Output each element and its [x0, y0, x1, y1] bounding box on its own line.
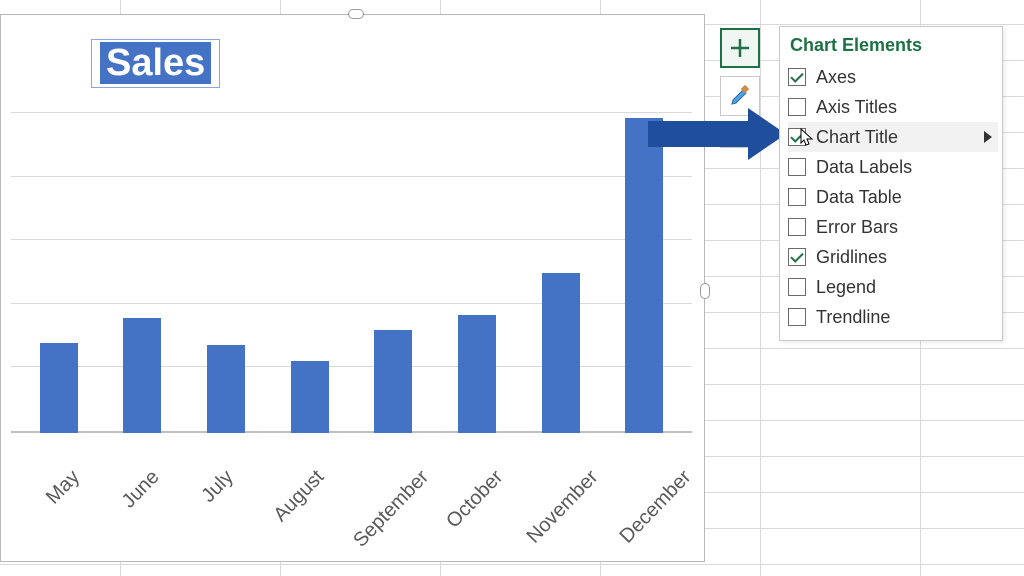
x-axis-label[interactable]: June [94, 439, 171, 561]
option-label: Trendline [816, 307, 890, 328]
chart-element-option[interactable]: Data Labels [788, 152, 998, 182]
checkbox[interactable] [788, 248, 806, 266]
chart-elements-flyout[interactable]: Chart Elements Axes Axis Titles Chart Titl… [779, 26, 1003, 341]
option-label: Chart Title [816, 127, 898, 148]
resize-handle-right[interactable] [700, 283, 710, 299]
bar[interactable] [207, 345, 245, 433]
checkbox[interactable] [788, 98, 806, 116]
flyout-title: Chart Elements [788, 33, 998, 62]
checkbox[interactable] [788, 218, 806, 236]
plot-area[interactable] [11, 113, 692, 433]
bar[interactable] [291, 361, 329, 433]
checkbox[interactable] [788, 158, 806, 176]
chart-element-option[interactable]: Axis Titles [788, 92, 998, 122]
submenu-arrow-icon[interactable] [984, 131, 992, 143]
chart-element-option[interactable]: Legend [788, 272, 998, 302]
bar-slot [602, 113, 686, 433]
x-axis-label[interactable]: May [17, 439, 94, 561]
chart-elements-button[interactable] [720, 28, 760, 68]
chart-filters-button[interactable] [720, 124, 760, 148]
x-axis-label[interactable]: August [249, 439, 326, 561]
option-label: Axes [816, 67, 856, 88]
resize-handle-top[interactable] [348, 9, 364, 19]
option-label: Axis Titles [816, 97, 897, 118]
x-axis-label[interactable]: September [326, 439, 424, 561]
chart-element-option[interactable]: Error Bars [788, 212, 998, 242]
chart-title-editbox[interactable]: Sales [91, 39, 220, 88]
chart-styles-button[interactable] [720, 76, 760, 116]
option-label: Data Table [816, 187, 902, 208]
bar-slot [17, 113, 101, 433]
bar[interactable] [542, 273, 580, 433]
bar-series[interactable] [11, 113, 692, 433]
x-axis-label[interactable]: October [424, 439, 501, 561]
checkbox[interactable] [788, 188, 806, 206]
bar[interactable] [458, 315, 496, 433]
bar-slot [101, 113, 185, 433]
bar-slot [184, 113, 268, 433]
chart-element-option[interactable]: Gridlines [788, 242, 998, 272]
x-axis-label[interactable]: July [172, 439, 249, 561]
bar[interactable] [40, 343, 78, 433]
x-axis-label[interactable]: December [594, 439, 686, 561]
x-axis-label[interactable]: November [501, 439, 593, 561]
paintbrush-icon [728, 84, 752, 108]
chart-element-option[interactable]: Trendline [788, 302, 998, 332]
chart-title[interactable]: Sales [100, 42, 211, 84]
option-label: Legend [816, 277, 876, 298]
checkbox[interactable] [788, 308, 806, 326]
option-label: Data Labels [816, 157, 912, 178]
bar-slot [519, 113, 603, 433]
chart-element-option[interactable]: Chart Title [788, 122, 998, 152]
bar[interactable] [625, 118, 663, 433]
chart-object[interactable]: Sales MayJuneJulyAugustSeptemberOctoberN… [0, 14, 705, 562]
bar-slot [435, 113, 519, 433]
bar[interactable] [374, 330, 412, 433]
plus-icon [728, 36, 752, 60]
bar-slot [352, 113, 436, 433]
option-label: Gridlines [816, 247, 887, 268]
bar[interactable] [123, 318, 161, 433]
bar-slot [268, 113, 352, 433]
checkbox[interactable] [788, 128, 806, 146]
chart-element-option[interactable]: Axes [788, 62, 998, 92]
x-axis[interactable]: MayJuneJulyAugustSeptemberOctoberNovembe… [11, 439, 692, 561]
checkbox[interactable] [788, 68, 806, 86]
checkbox[interactable] [788, 278, 806, 296]
chart-element-option[interactable]: Data Table [788, 182, 998, 212]
option-label: Error Bars [816, 217, 898, 238]
